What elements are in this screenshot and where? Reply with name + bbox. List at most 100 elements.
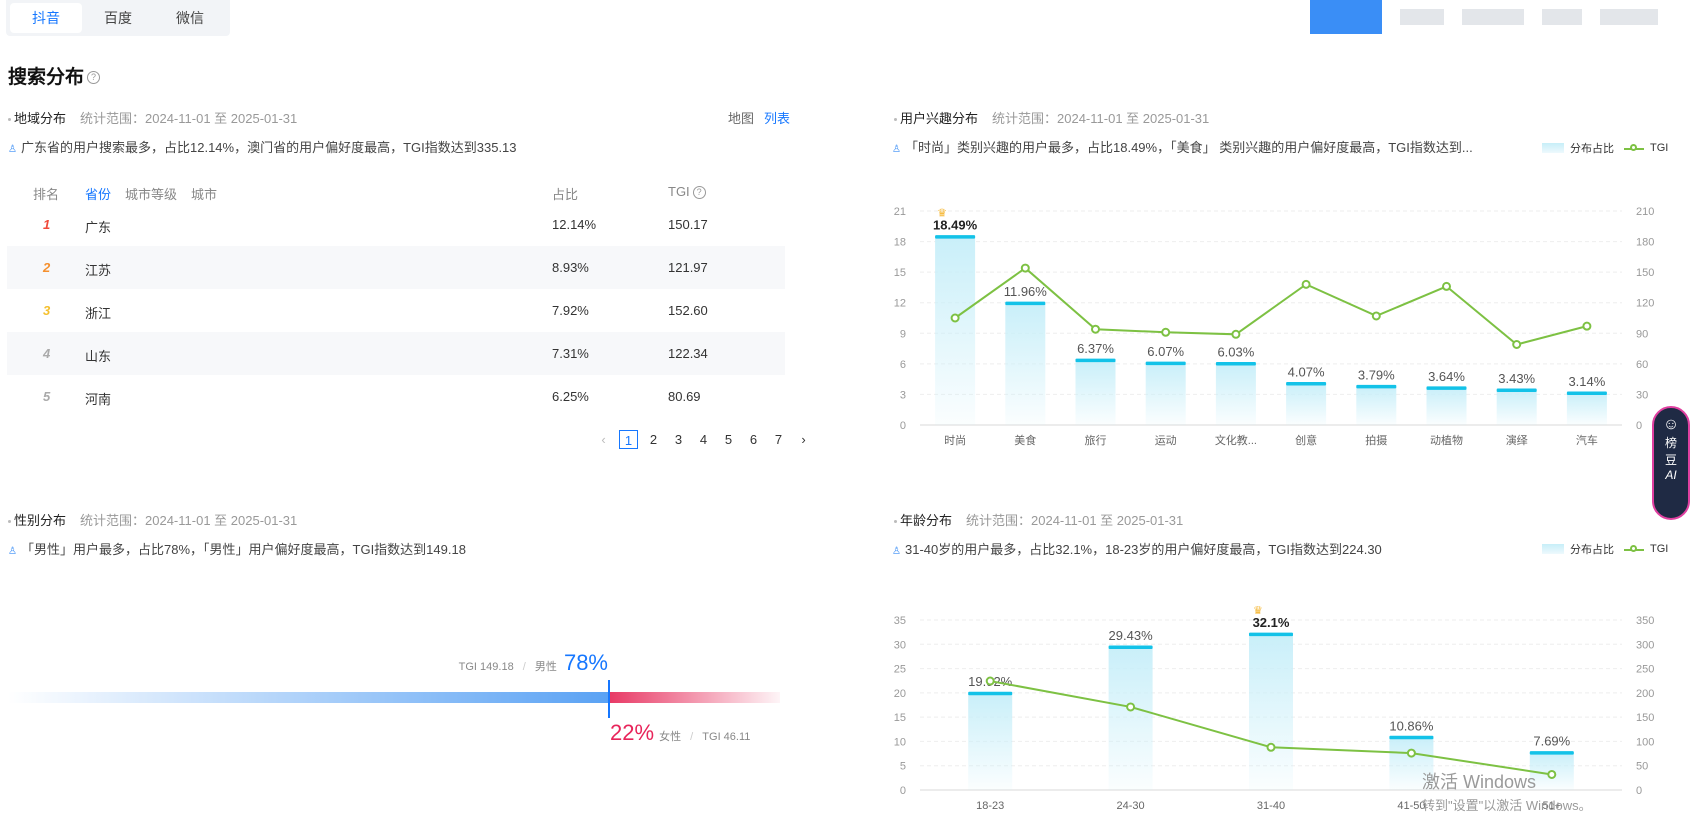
view-map-button[interactable]: 地图 bbox=[728, 111, 755, 126]
x-tick-label: 美食 bbox=[1014, 433, 1036, 447]
y2-tick-label: 30 bbox=[1636, 389, 1648, 401]
windows-activation-title: 激活 Windows bbox=[1422, 772, 1537, 792]
legend-line-label[interactable]: TGI bbox=[1650, 543, 1669, 555]
page-number[interactable]: 6 bbox=[749, 432, 758, 447]
col-province[interactable]: 省份 bbox=[85, 187, 112, 202]
legend-line-label[interactable]: TGI bbox=[1650, 142, 1669, 154]
windows-activation-hint: 转到"设置"以激活 Windows。 bbox=[1422, 798, 1592, 813]
user-icon: ♙ bbox=[8, 546, 17, 557]
y-tick-label: 10 bbox=[894, 736, 906, 748]
tgi-point bbox=[1512, 339, 1522, 349]
x-tick-label: 时尚 bbox=[944, 433, 966, 447]
crown-icon: ♛ bbox=[1253, 605, 1263, 617]
interest-title: 用户兴趣分布 bbox=[900, 111, 979, 126]
y-tick-label: 12 bbox=[894, 298, 906, 310]
top-nav-item[interactable] bbox=[1400, 9, 1444, 25]
data-label: 3.14% bbox=[1568, 374, 1605, 389]
gender-range: 统计范围：2024-11-01 至 2025-01-31 bbox=[80, 513, 298, 528]
tgi-point bbox=[1442, 281, 1451, 291]
bar bbox=[1249, 634, 1293, 790]
top-nav-item[interactable] bbox=[1600, 9, 1658, 25]
table-row[interactable]: 1 广东 12.14% 150.17 bbox=[7, 203, 785, 246]
gender-summary-text: 「男性」用户最多，占比78%，「男性」用户偏好度最高，TGI指数达到149.18 bbox=[21, 542, 466, 557]
x-tick-label: 拍摄 bbox=[1365, 433, 1387, 447]
bar bbox=[1145, 363, 1186, 425]
col-city-level[interactable]: 城市等级 bbox=[125, 187, 178, 202]
top-nav-item[interactable] bbox=[1542, 9, 1582, 25]
bar bbox=[1389, 737, 1434, 790]
y-tick-label: 18 bbox=[894, 237, 906, 249]
next-page-icon[interactable]: › bbox=[801, 432, 806, 447]
age-summary: ♙ 31-40岁的用户最多，占比32.1%，18-23岁的用户偏好度最高，TGI指… bbox=[892, 539, 1382, 558]
bar bbox=[1108, 647, 1153, 790]
top-nav-item[interactable] bbox=[1462, 9, 1524, 25]
rank: 3 bbox=[43, 303, 51, 318]
y2-tick-label: 60 bbox=[1636, 359, 1648, 371]
tab-baidu[interactable]: 百度 bbox=[104, 10, 132, 26]
tgi-point bbox=[1020, 263, 1030, 273]
y2-tick-label: 90 bbox=[1636, 328, 1648, 340]
prev-page-icon[interactable]: ‹ bbox=[601, 432, 606, 447]
top-nav-item[interactable] bbox=[1310, 0, 1382, 34]
robot-icon: ☺ bbox=[1662, 416, 1680, 433]
y2-tick-label: 50 bbox=[1636, 761, 1648, 773]
x-tick-label: 汽车 bbox=[1576, 433, 1598, 447]
tgi-point bbox=[950, 313, 960, 323]
table-row[interactable]: 4 山东 7.31% 122.34 bbox=[7, 332, 785, 375]
y-tick-label: 20 bbox=[894, 688, 906, 700]
tab-weixin[interactable]: 微信 bbox=[176, 10, 204, 26]
region-view-toggle: 地图 列表 bbox=[718, 108, 790, 127]
bar-cap bbox=[1356, 384, 1397, 389]
view-list-button[interactable]: 列表 bbox=[764, 111, 791, 126]
bar-cap bbox=[1566, 391, 1607, 396]
bar-cap bbox=[1145, 361, 1186, 366]
page-number[interactable]: 3 bbox=[674, 432, 683, 447]
tgi: 150.17 bbox=[668, 217, 708, 232]
x-tick-label: 运动 bbox=[1155, 434, 1177, 447]
data-label: 10.86% bbox=[1389, 718, 1434, 733]
tab-douyin[interactable]: 抖音 bbox=[10, 3, 82, 33]
province-name: 江苏 bbox=[85, 263, 112, 278]
ai-assistant-widget[interactable]: ☺ 榜 豆 AI bbox=[1652, 406, 1690, 520]
male-tgi: TGI 149.18 bbox=[458, 661, 514, 673]
bar-cap bbox=[1075, 358, 1116, 363]
ai-widget-text: 榜 bbox=[1664, 436, 1677, 450]
tgi-help-icon[interactable]: ? bbox=[692, 186, 706, 200]
tgi-point bbox=[1266, 742, 1276, 752]
page-number[interactable]: 4 bbox=[699, 432, 708, 447]
female-info: 22% 女性 / TGI 46.11 bbox=[610, 720, 751, 745]
legend-bar-label[interactable]: 分布占比 bbox=[1570, 544, 1614, 556]
platform-tabs: 抖音 百度 微信 bbox=[6, 0, 230, 36]
gender-title: 性别分布 bbox=[14, 513, 67, 528]
ai-widget-text: AI bbox=[1665, 468, 1677, 482]
tgi-point bbox=[1406, 748, 1416, 758]
age-legend: 分布占比 TGI bbox=[1542, 541, 1668, 557]
x-tick-label: 演绎 bbox=[1506, 433, 1528, 447]
interest-chart: 036912151821030609012015018021018.49%♛时尚… bbox=[894, 206, 1655, 447]
crown-icon: ♛ bbox=[937, 208, 947, 220]
col-tgi: TGI? bbox=[668, 184, 706, 200]
share: 7.92% bbox=[552, 303, 589, 318]
tgi-line bbox=[954, 266, 1588, 346]
section-title: 搜索分布? bbox=[8, 62, 101, 89]
page-number[interactable]: 5 bbox=[724, 432, 733, 447]
table-row[interactable]: 5 河南 6.25% 80.69 bbox=[7, 375, 785, 418]
page-number[interactable]: 1 bbox=[619, 430, 638, 449]
user-icon: ♙ bbox=[8, 144, 17, 155]
legend-bar-label[interactable]: 分布占比 bbox=[1570, 143, 1614, 155]
table-row[interactable]: 3 浙江 7.92% 152.60 bbox=[7, 289, 785, 332]
bar-cap bbox=[1215, 362, 1256, 366]
data-label: 3.43% bbox=[1498, 371, 1535, 386]
tgi: 121.97 bbox=[668, 260, 708, 275]
page-number[interactable]: 2 bbox=[649, 432, 658, 447]
page-number[interactable]: 7 bbox=[774, 432, 783, 447]
table-row[interactable]: 2 江苏 8.93% 121.97 bbox=[7, 246, 785, 289]
interest-legend: 分布占比 TGI bbox=[1542, 140, 1668, 156]
legend-line-swatch bbox=[1624, 143, 1644, 153]
help-icon[interactable]: ? bbox=[87, 71, 101, 85]
female-label: 女性 bbox=[659, 731, 682, 743]
x-tick-label: 旅行 bbox=[1085, 433, 1107, 447]
col-city[interactable]: 城市 bbox=[191, 187, 218, 202]
y2-tick-label: 350 bbox=[1636, 615, 1654, 627]
bullet-dot bbox=[8, 520, 11, 524]
